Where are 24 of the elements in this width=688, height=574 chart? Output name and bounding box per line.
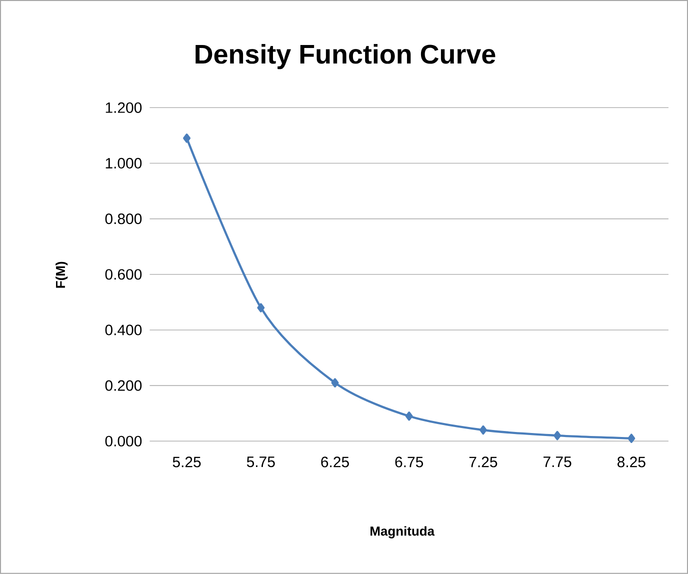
x-axis-title: Magnituda [370, 526, 435, 538]
y-tick-label: 0.800 [105, 214, 142, 224]
x-tick-label: 8.25 [618, 456, 646, 468]
point [331, 378, 339, 388]
y-tick-label: 0.400 [105, 324, 142, 336]
y-tick-label: 1.200 [106, 102, 142, 114]
x-tick-label: 5.75 [246, 456, 275, 468]
y-tick-label: 0.000 [105, 436, 142, 447]
point [257, 303, 265, 312]
x-tick-label: 7.75 [544, 456, 572, 468]
x-tick-label: 6.25 [321, 456, 349, 468]
y-tick-label: 0.200 [105, 380, 142, 391]
x-tick-label: 5.25 [172, 456, 201, 468]
point [554, 431, 562, 440]
chart-title: Density Function Curve [196, 44, 496, 70]
x-tick-label: 6.75 [395, 456, 424, 468]
y-tick-label: 0.600 [105, 269, 142, 280]
point [479, 425, 487, 435]
point [183, 134, 191, 143]
point [405, 412, 413, 421]
y-axis-title: F(M) [56, 262, 68, 288]
point [628, 434, 636, 444]
y-tick-label: 1.000 [106, 158, 142, 169]
x-tick-label: 7.25 [469, 456, 498, 468]
